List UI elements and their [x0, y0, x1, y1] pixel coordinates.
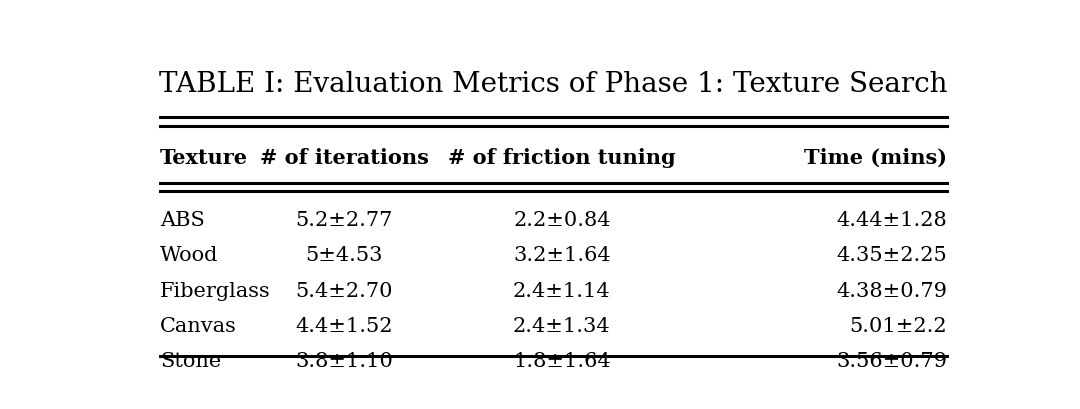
Text: Fiberglass: Fiberglass	[160, 282, 271, 301]
Text: Wood: Wood	[160, 247, 218, 265]
Text: 1.8±1.64: 1.8±1.64	[513, 352, 610, 371]
Text: 4.35±2.25: 4.35±2.25	[836, 247, 947, 265]
Text: 3.2±1.64: 3.2±1.64	[513, 247, 610, 265]
Text: 4.44±1.28: 4.44±1.28	[836, 211, 947, 230]
Text: ABS: ABS	[160, 211, 205, 230]
Text: 2.2±0.84: 2.2±0.84	[513, 211, 610, 230]
Text: 3.56±0.79: 3.56±0.79	[836, 352, 947, 371]
Text: Time (mins): Time (mins)	[804, 148, 947, 168]
Text: # of friction tuning: # of friction tuning	[448, 148, 676, 168]
Text: 5.2±2.77: 5.2±2.77	[296, 211, 393, 230]
Text: 5.4±2.70: 5.4±2.70	[296, 282, 393, 301]
Text: Canvas: Canvas	[160, 317, 237, 336]
Text: 5.01±2.2: 5.01±2.2	[849, 317, 947, 336]
Text: 2.4±1.14: 2.4±1.14	[513, 282, 610, 301]
Text: 3.8±1.10: 3.8±1.10	[295, 352, 393, 371]
Text: TABLE I: Evaluation Metrics of Phase 1: Texture Search: TABLE I: Evaluation Metrics of Phase 1: …	[159, 71, 948, 98]
Text: 4.38±0.79: 4.38±0.79	[836, 282, 947, 301]
Text: 4.4±1.52: 4.4±1.52	[296, 317, 393, 336]
Text: Texture: Texture	[160, 148, 248, 168]
Text: # of iterations: # of iterations	[260, 148, 429, 168]
Text: 5±4.53: 5±4.53	[306, 247, 383, 265]
Text: 2.4±1.34: 2.4±1.34	[513, 317, 610, 336]
Text: Stone: Stone	[160, 352, 221, 371]
